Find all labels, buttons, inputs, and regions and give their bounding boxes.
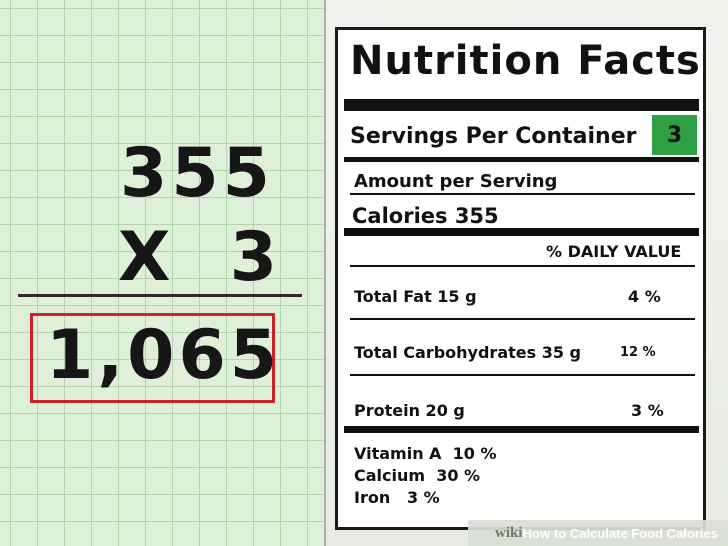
daily-value-header: % DAILY VALUE: [546, 242, 682, 261]
multiplication-work: 355 X 3 1,065: [0, 0, 324, 546]
vitamin-line: Vitamin A 10 %: [354, 444, 497, 463]
nutrient-name: Total Fat 15 g: [354, 287, 477, 306]
nutrient-daily-value: 12 %: [620, 345, 656, 360]
result-highlight-box: [30, 313, 275, 403]
thick-divider-2: [344, 228, 699, 236]
label-title: Nutrition Facts: [350, 38, 701, 84]
multiplicand: 355: [120, 134, 274, 213]
vitamin-line: Calcium 30 %: [354, 466, 481, 485]
nutrient-daily-value: 3 %: [631, 401, 664, 420]
sum-rule: [18, 294, 302, 297]
nutrient-daily-value: 4 %: [628, 287, 661, 306]
nutrient-name: Protein 20 g: [354, 401, 465, 420]
servings-label: Servings Per Container: [350, 124, 637, 149]
vitamin-line: Iron 3 %: [354, 488, 440, 507]
thin-divider-2: [350, 265, 695, 267]
thick-divider: [344, 99, 699, 111]
paper-edge: [324, 0, 326, 546]
thick-divider-3: [344, 426, 699, 433]
nutrition-facts-label: Nutrition Facts Servings Per Container 3…: [335, 27, 706, 530]
wikihow-watermark: wiki How to Calculate Food Calories: [468, 520, 728, 546]
watermark-wiki: wiki: [495, 524, 523, 541]
result-value: 1,065: [46, 316, 282, 395]
servings-badge: 3: [652, 115, 697, 155]
watermark-title: to Calculate Food Calories: [554, 525, 718, 541]
nutrient-name: Total Carbohydrates 35 g: [354, 343, 581, 362]
amount-per-serving: Amount per Serving: [354, 171, 558, 192]
thin-divider-3: [350, 318, 695, 320]
watermark-how: How: [522, 525, 551, 541]
medium-divider: [344, 157, 699, 162]
thin-divider-4: [350, 374, 695, 376]
thin-divider: [350, 193, 695, 195]
calories-line: Calories 355: [352, 204, 499, 228]
multiplier: X 3: [118, 218, 282, 297]
